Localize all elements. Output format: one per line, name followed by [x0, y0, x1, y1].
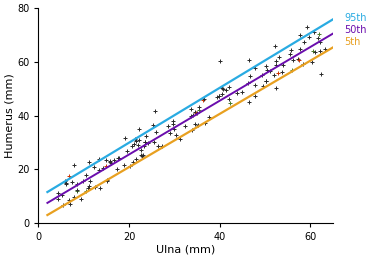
Y-axis label: Humerus (mm): Humerus (mm): [4, 73, 14, 158]
X-axis label: Ulna (mm): Ulna (mm): [156, 245, 215, 255]
Legend: 95th, 50th, 5th: 95th, 50th, 5th: [340, 9, 371, 51]
